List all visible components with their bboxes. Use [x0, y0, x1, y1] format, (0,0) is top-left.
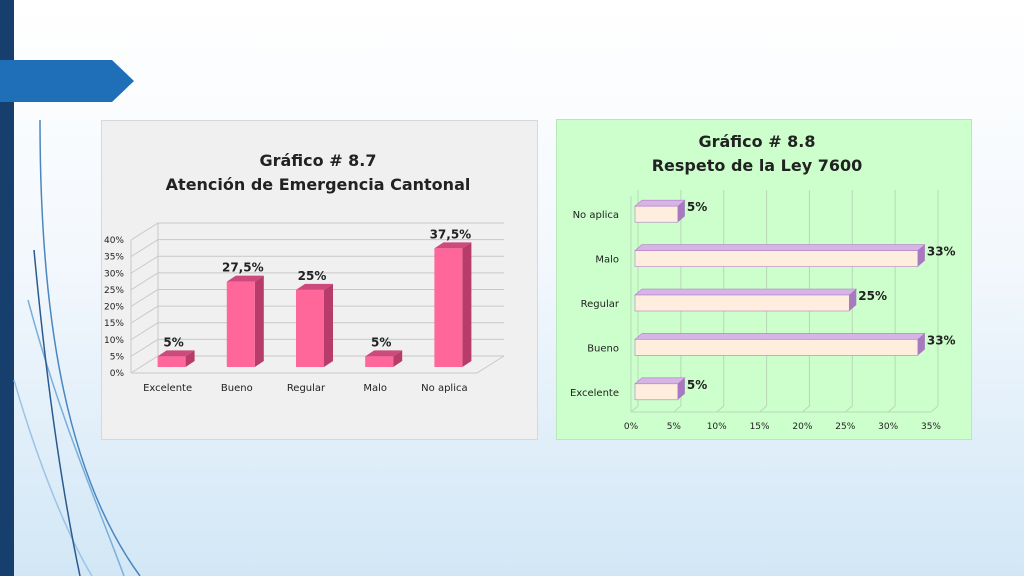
- bar: [157, 356, 186, 367]
- x-tick-label: Malo: [363, 383, 387, 394]
- y-tick-label: 15%: [104, 319, 124, 329]
- bar: [226, 281, 255, 367]
- x-tick-label: Bueno: [221, 383, 253, 394]
- bar: [296, 289, 324, 367]
- x-tick-label: Excelente: [143, 383, 192, 394]
- bar: [634, 250, 919, 267]
- x-tick-label: No aplica: [421, 383, 467, 394]
- decorative-lines: [13, 119, 141, 576]
- chart-title-line1: Gráfico # 8.8: [698, 132, 815, 151]
- gridline: [716, 405, 725, 413]
- bar-side: [462, 242, 472, 367]
- bar: [365, 356, 394, 367]
- gridline: [802, 405, 810, 413]
- data-label: 5%: [687, 200, 707, 214]
- gridline: [887, 405, 896, 413]
- bar: [634, 294, 850, 312]
- data-label: 37,5%: [430, 227, 472, 241]
- gridline: [844, 405, 853, 413]
- bar-side: [849, 289, 857, 311]
- x-tick-label: 35%: [921, 422, 941, 432]
- header-arrow-shape: [0, 60, 134, 102]
- x-tick-label: 10%: [707, 422, 727, 432]
- bar-top: [226, 275, 264, 282]
- bar: [634, 383, 679, 401]
- y-tick-label: Excelente: [570, 388, 619, 399]
- bar-top: [365, 350, 403, 357]
- bar-top: [434, 242, 472, 249]
- data-label: 25%: [858, 289, 887, 303]
- gridline: [673, 405, 682, 413]
- y-tick-label: 25%: [104, 286, 124, 296]
- x-tick-label: 25%: [835, 422, 855, 432]
- x-tick-label: 15%: [750, 422, 770, 432]
- data-label: 5%: [371, 335, 391, 349]
- chart-title-line2: Respeto de la Ley 7600: [652, 156, 863, 175]
- bar: [434, 248, 463, 367]
- chart-8-8-panel: Gráfico # 8.8 Respeto de la Ley 7600 0% 5…: [556, 119, 972, 440]
- y-tick-label: Regular: [581, 299, 620, 310]
- bar-top: [157, 350, 195, 357]
- y-tick-label: 5%: [110, 352, 125, 362]
- chart-8-7: Gráfico # 8.7 Atención de Emergencia Can…: [104, 151, 505, 394]
- bar-top: [296, 283, 333, 290]
- y-tick-label: 0%: [110, 369, 125, 379]
- chart-title-line1: Gráfico # 8.7: [259, 151, 376, 170]
- y-tick-label: 35%: [104, 253, 124, 263]
- y-tick-label: 30%: [104, 269, 124, 279]
- data-label: 5%: [687, 378, 707, 392]
- y-tick-label: Bueno: [587, 343, 619, 354]
- data-label: 5%: [163, 335, 183, 349]
- bar-side: [254, 275, 264, 367]
- y-tick-label: No aplica: [573, 210, 619, 221]
- y-tick-label: 20%: [104, 303, 124, 313]
- chart-title-line2: Atención de Emergencia Cantonal: [166, 175, 471, 194]
- bar-top: [634, 199, 686, 207]
- gridline: [759, 405, 767, 413]
- bar-top: [634, 244, 926, 251]
- bar-top: [634, 288, 858, 296]
- left-stripe: [0, 0, 14, 576]
- gridline: [630, 405, 639, 413]
- x-tick-label: 5%: [667, 422, 682, 432]
- bar-side: [677, 200, 685, 223]
- bar-side: [324, 283, 333, 367]
- data-label: 33%: [927, 333, 956, 347]
- bar-side: [917, 244, 925, 267]
- chart-8-8: Gráfico # 8.8 Respeto de la Ley 7600 0% 5…: [570, 132, 956, 432]
- data-label: 25%: [298, 269, 327, 283]
- data-label: 27,5%: [222, 261, 264, 275]
- x-tick-label: Regular: [287, 383, 326, 394]
- bar-side: [393, 350, 403, 367]
- bar-top: [634, 333, 926, 340]
- data-label: 33%: [927, 245, 956, 259]
- floor-line: [131, 355, 505, 374]
- bar-side: [185, 350, 195, 367]
- x-tick-label: 20%: [792, 422, 812, 432]
- gridline: [930, 405, 939, 413]
- bar-top: [634, 377, 686, 385]
- x-tick-label: 0%: [624, 422, 639, 432]
- bar-side: [917, 333, 925, 356]
- bar: [634, 205, 679, 223]
- bar-side: [677, 377, 685, 400]
- bar: [634, 339, 919, 356]
- y-tick-label: 10%: [104, 336, 124, 346]
- x-tick-label: 30%: [878, 422, 898, 432]
- y-tick-label: Malo: [595, 255, 619, 266]
- chart-8-7-panel: Gráfico # 8.7 Atención de Emergencia Can…: [101, 120, 538, 440]
- y-tick-label: 40%: [104, 236, 124, 246]
